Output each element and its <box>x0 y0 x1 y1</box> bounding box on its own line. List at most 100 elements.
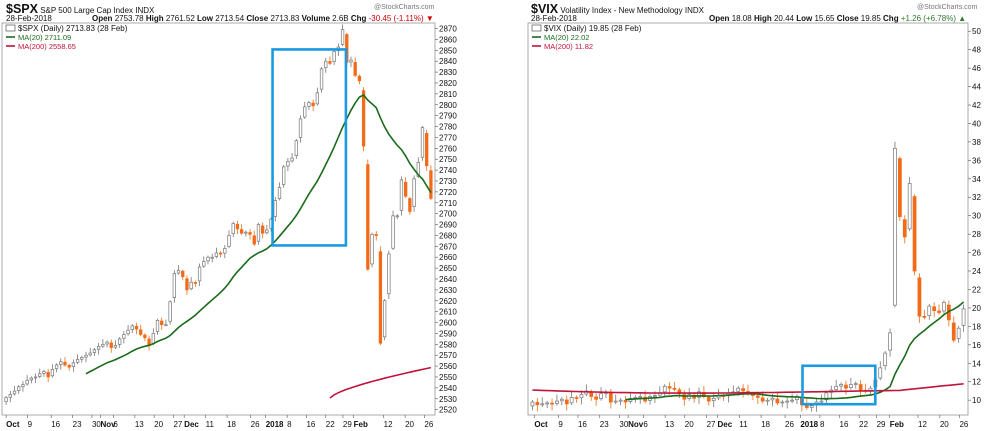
y-tick-label: 28 <box>972 230 981 239</box>
x-tick-label: 26 <box>251 420 260 429</box>
candle-up <box>765 399 770 402</box>
candle-up <box>176 269 181 274</box>
candle-down <box>193 282 198 284</box>
y-tick-label: 2570 <box>439 351 457 360</box>
candle-down <box>328 61 332 64</box>
y-tick-label: 2680 <box>439 231 457 240</box>
candle-up <box>21 384 25 387</box>
x-tick-label: Oct <box>6 420 20 429</box>
candle-down <box>63 361 67 366</box>
vix-title-row: $VIX Volatility Index - New Methodology … <box>531 2 704 16</box>
vix-low-label: Low <box>796 14 813 23</box>
y-tick-label: 2770 <box>439 133 457 142</box>
spx-close: 2713.83 <box>270 14 300 23</box>
y-tick-label: 26 <box>972 249 981 258</box>
candle-up <box>273 200 277 217</box>
y-tick-label: 24 <box>972 267 981 276</box>
candle-up <box>151 333 155 344</box>
candle-up <box>256 224 261 242</box>
candle-down <box>429 170 433 199</box>
candle-up <box>42 371 46 374</box>
candle-up <box>697 391 701 398</box>
y-tick-label: 2540 <box>439 384 457 393</box>
legend-candle-icon <box>531 24 542 32</box>
spx-volume-label: Volume <box>301 14 330 23</box>
vix-ohlc-values: Open 18.08 High 20.44 Low 15.65 Close 19… <box>709 14 966 23</box>
candle-up <box>569 397 574 404</box>
spx-volume: 2.6B <box>332 14 349 23</box>
candle-up <box>265 229 269 234</box>
candle-up <box>244 231 248 234</box>
y-tick-label: 2870 <box>439 25 457 34</box>
spx-chg-label: Chg <box>350 14 367 23</box>
x-tick-label: 11 <box>206 420 215 429</box>
legend-ma20: MA(20) 22.02 <box>544 33 589 42</box>
candle-up <box>29 377 33 381</box>
candle-up <box>189 281 193 290</box>
vix-open-label: Open <box>709 14 730 23</box>
candle-up <box>942 302 946 312</box>
x-tick-label: 29 <box>343 420 352 429</box>
candle-up <box>613 400 618 403</box>
x-tick-label: Dec <box>184 420 199 429</box>
y-tick-label: 10 <box>972 396 981 405</box>
y-tick-label: 2710 <box>439 199 457 208</box>
y-tick-label: 2670 <box>439 242 457 251</box>
candle-up <box>105 341 109 345</box>
x-tick-label: 26 <box>959 420 968 429</box>
candle-up <box>420 127 425 158</box>
candle-up <box>92 349 97 353</box>
candle-up <box>638 396 643 398</box>
candle-up <box>599 393 603 399</box>
candle-up <box>888 332 892 351</box>
spx-watermark: @StockCharts.com <box>374 4 435 11</box>
x-tick-label: 18 <box>761 420 770 429</box>
candle-up <box>122 334 126 339</box>
spx-chg-arrow-icon: ▼ <box>425 14 434 23</box>
candle-down <box>181 270 185 278</box>
legend: $VIX (Daily) 19.85 (28 Feb)MA(20) 22.02M… <box>531 24 642 51</box>
x-tick-label: 27 <box>173 420 182 429</box>
candle-down <box>902 219 907 238</box>
x-tick-label: 26 <box>424 420 433 429</box>
x-tick-label: Nov <box>628 420 644 429</box>
spx-chg: -30.45 (-1.11%) <box>368 14 424 23</box>
y-tick-label: 2860 <box>439 35 457 44</box>
candle-up <box>736 387 741 392</box>
y-tick-label: 38 <box>972 138 981 147</box>
candles <box>4 24 433 406</box>
y-tick-label: 2780 <box>439 123 457 132</box>
candle-up <box>130 325 134 330</box>
y-tick-label: 50 <box>972 27 981 36</box>
candle-up <box>126 329 130 335</box>
candle-down <box>755 395 760 398</box>
candle-down <box>775 398 780 404</box>
y-tick-label: 40 <box>972 119 981 128</box>
candle-down <box>574 397 579 399</box>
y-tick-label: 2820 <box>439 79 457 88</box>
candle-down <box>951 322 956 341</box>
y-tick-label: 2630 <box>439 286 457 295</box>
candle-up <box>809 405 814 408</box>
candle-up <box>770 397 775 401</box>
vix-chg-label: Chg <box>883 14 899 23</box>
spx-ohlc-row: 28-Feb-2018 <box>6 14 52 23</box>
ma20-line <box>625 301 965 401</box>
candle-up <box>227 235 231 247</box>
y-tick-label: 46 <box>972 64 981 73</box>
candle-down <box>922 316 927 318</box>
x-tick-label: 22 <box>859 420 868 429</box>
candle-down <box>608 393 613 403</box>
candle-down <box>623 400 628 403</box>
candles <box>530 141 966 412</box>
spx-symbol: $SPX <box>6 2 38 16</box>
y-tick-label: 2580 <box>439 340 457 349</box>
x-tick-label: 6 <box>113 420 118 429</box>
plot-frame <box>1 22 436 416</box>
x-tick-label: 6 <box>643 420 648 429</box>
candle-up <box>25 379 29 385</box>
vix-watermark: @StockCharts.com <box>917 4 978 11</box>
candle-down <box>46 372 50 378</box>
candle-up <box>88 352 92 356</box>
candle-down <box>404 181 408 197</box>
